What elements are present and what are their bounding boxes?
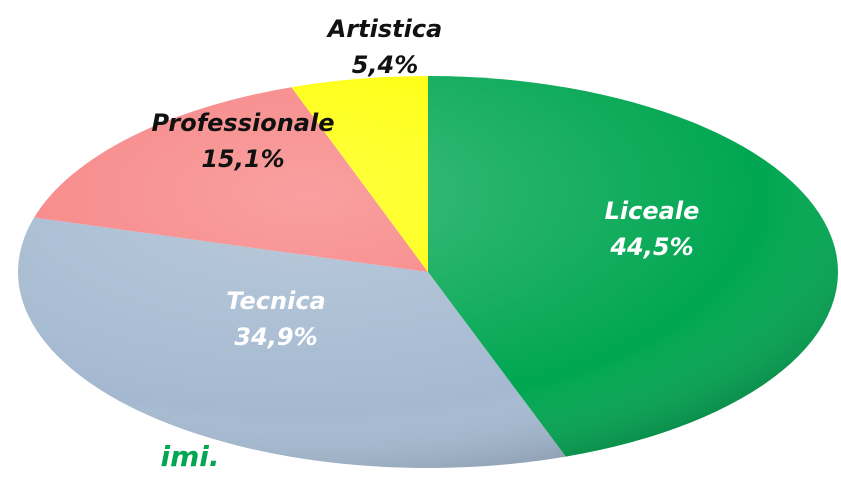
caption: imi. [160, 440, 219, 473]
slice-value-label: 34,9% [234, 323, 317, 351]
slice-label: Artistica [326, 15, 443, 43]
slice-label: Tecnica [226, 287, 326, 315]
slice-label: Liceale [605, 197, 700, 225]
slice-value-label: 44,5% [609, 233, 693, 261]
slice-label: Professionale [152, 109, 335, 137]
slice-value-label: 15,1% [201, 145, 284, 173]
slice-value-label: 5,4% [352, 51, 419, 79]
